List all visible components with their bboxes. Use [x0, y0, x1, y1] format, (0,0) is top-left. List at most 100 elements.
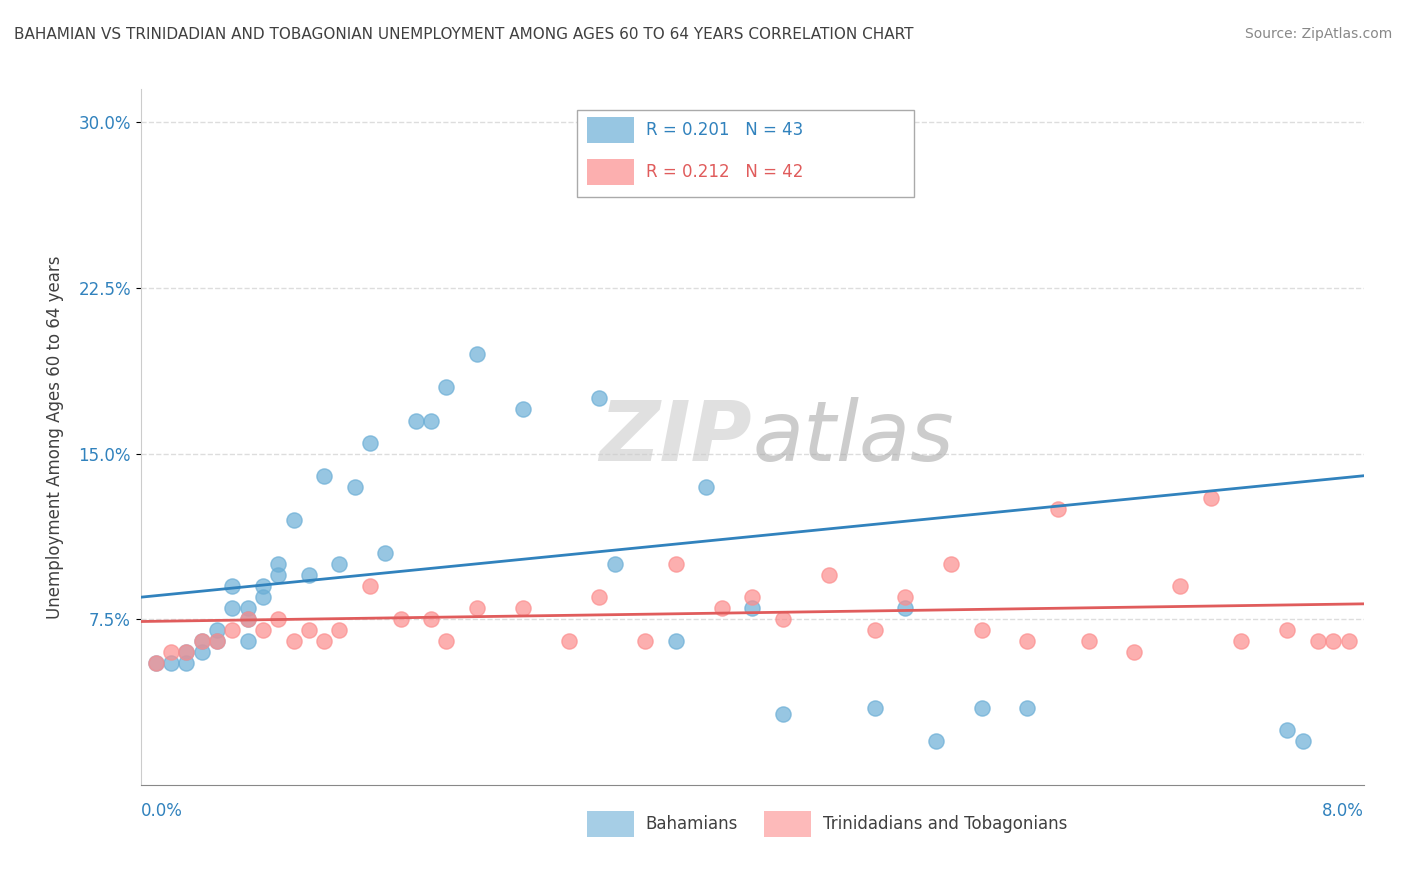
Point	[145, 657, 167, 671]
Point	[603, 557, 626, 571]
Point	[236, 612, 259, 626]
Point	[465, 347, 488, 361]
Point	[205, 634, 228, 648]
Text: 0.0%: 0.0%	[141, 803, 183, 821]
Point	[405, 413, 427, 427]
Point	[145, 657, 167, 671]
Point	[176, 645, 198, 659]
Point	[389, 612, 412, 626]
Point	[191, 645, 214, 659]
Point	[665, 557, 688, 571]
Point	[465, 601, 488, 615]
Point	[267, 612, 290, 626]
Point	[772, 707, 794, 722]
Text: atlas: atlas	[752, 397, 953, 477]
Point	[1337, 634, 1360, 648]
Point	[588, 591, 610, 605]
Point	[894, 591, 917, 605]
Point	[970, 624, 993, 638]
Point	[205, 634, 228, 648]
Point	[236, 634, 259, 648]
Point	[894, 601, 917, 615]
Point	[817, 568, 839, 582]
Point	[436, 380, 458, 394]
Text: R = 0.201   N = 43: R = 0.201 N = 43	[645, 121, 803, 139]
Point	[863, 624, 886, 638]
Point	[1077, 634, 1099, 648]
Point	[557, 634, 581, 648]
Point	[436, 634, 458, 648]
Point	[1322, 634, 1344, 648]
Point	[420, 612, 443, 626]
Text: ZIP: ZIP	[599, 397, 752, 477]
Point	[191, 634, 214, 648]
Point	[817, 148, 839, 162]
Point	[221, 601, 243, 615]
Point	[1199, 491, 1222, 505]
Point	[312, 634, 335, 648]
Point	[772, 612, 794, 626]
Point	[359, 435, 381, 450]
Text: Trinidadians and Tobagonians: Trinidadians and Tobagonians	[823, 815, 1067, 833]
Point	[1277, 624, 1299, 638]
Point	[236, 601, 259, 615]
Point	[176, 645, 198, 659]
Point	[512, 402, 534, 417]
Bar	[588, 811, 634, 837]
Point	[252, 624, 274, 638]
Point	[328, 624, 350, 638]
Point	[298, 568, 321, 582]
Point	[191, 634, 214, 648]
Text: BAHAMIAN VS TRINIDADIAN AND TOBAGONIAN UNEMPLOYMENT AMONG AGES 60 TO 64 YEARS CO: BAHAMIAN VS TRINIDADIAN AND TOBAGONIAN U…	[14, 27, 914, 42]
Point	[343, 480, 366, 494]
Point	[176, 657, 198, 671]
Point	[160, 657, 183, 671]
Point	[298, 624, 321, 638]
Point	[512, 601, 534, 615]
Point	[741, 591, 763, 605]
Text: 8.0%: 8.0%	[1322, 803, 1364, 821]
Bar	[588, 159, 634, 186]
Point	[359, 579, 381, 593]
Bar	[765, 811, 811, 837]
Point	[420, 413, 443, 427]
Point	[863, 700, 886, 714]
Point	[1230, 634, 1253, 648]
Point	[1306, 634, 1329, 648]
Point	[1046, 501, 1069, 516]
Point	[328, 557, 350, 571]
Point	[588, 392, 610, 406]
Point	[283, 513, 305, 527]
Point	[267, 557, 290, 571]
Point	[1277, 723, 1299, 737]
Bar	[578, 110, 914, 197]
Text: R = 0.212   N = 42: R = 0.212 N = 42	[645, 163, 803, 181]
Point	[665, 634, 688, 648]
Point	[695, 480, 717, 494]
Point	[1170, 579, 1192, 593]
Bar	[588, 117, 634, 144]
Point	[312, 468, 335, 483]
Point	[939, 557, 962, 571]
Point	[160, 645, 183, 659]
Point	[970, 700, 993, 714]
Point	[252, 579, 274, 593]
Point	[221, 624, 243, 638]
Point	[1123, 645, 1146, 659]
Point	[236, 612, 259, 626]
Point	[741, 601, 763, 615]
Y-axis label: Unemployment Among Ages 60 to 64 years: Unemployment Among Ages 60 to 64 years	[46, 255, 65, 619]
Point	[252, 591, 274, 605]
Point	[374, 546, 396, 560]
Point	[1017, 634, 1039, 648]
Point	[283, 634, 305, 648]
Point	[221, 579, 243, 593]
Text: Source: ZipAtlas.com: Source: ZipAtlas.com	[1244, 27, 1392, 41]
Point	[1017, 700, 1039, 714]
Point	[925, 733, 948, 747]
Point	[205, 624, 228, 638]
Point	[267, 568, 290, 582]
Text: Bahamians: Bahamians	[645, 815, 738, 833]
Point	[710, 601, 733, 615]
Point	[634, 634, 657, 648]
